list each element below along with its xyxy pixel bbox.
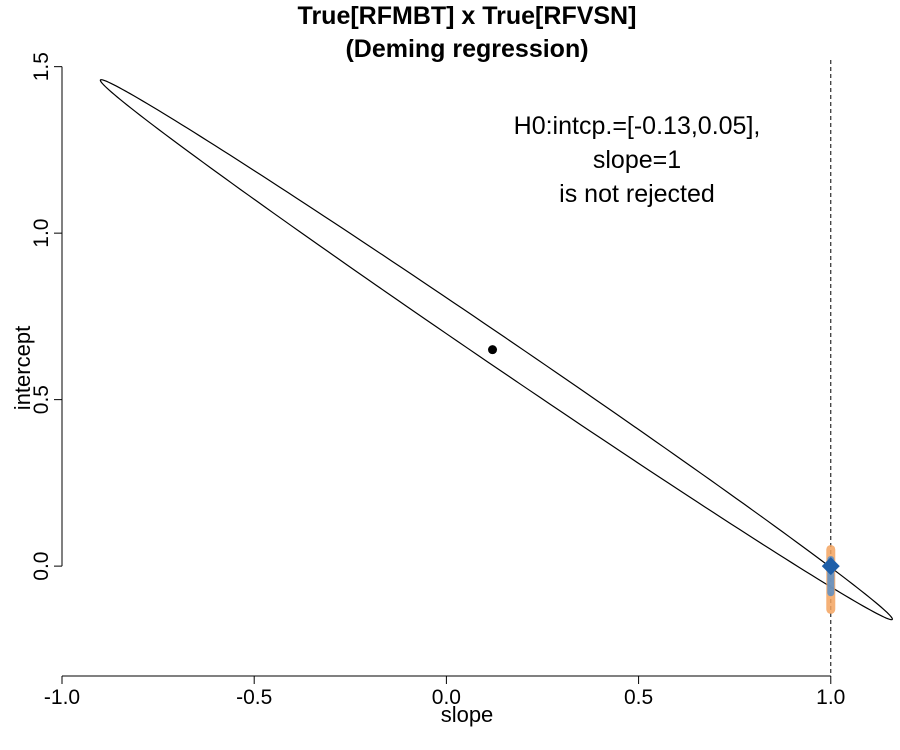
h0-annotation: H0:intcp.=[-0.13,0.05], slope=1 is not r… bbox=[514, 112, 761, 208]
x-tick-label: -1.0 bbox=[44, 686, 80, 709]
annotation-line-1: H0:intcp.=[-0.13,0.05], bbox=[514, 112, 761, 140]
axes: -1.0 -0.5 0.0 0.5 1.0 0.0 0.5 1.0 1.5 bbox=[30, 52, 845, 709]
h0-point-marker bbox=[821, 557, 840, 576]
confidence-ellipse bbox=[99, 79, 893, 621]
x-tick-label: 1.0 bbox=[816, 686, 845, 709]
annotation-line-3: is not rejected bbox=[559, 180, 715, 208]
chart-subtitle: (Deming regression) bbox=[345, 35, 588, 63]
y-tick-label: 1.5 bbox=[30, 52, 53, 81]
plot-area bbox=[99, 60, 893, 676]
y-tick-label: 1.0 bbox=[30, 219, 53, 248]
x-tick-label: 0.5 bbox=[624, 686, 653, 709]
x-axis-label: slope bbox=[441, 702, 494, 727]
annotation-line-2: slope=1 bbox=[593, 146, 681, 174]
y-ticks: 0.0 0.5 1.0 1.5 bbox=[30, 52, 62, 581]
x-ticks: -1.0 -0.5 0.0 0.5 1.0 bbox=[44, 676, 845, 709]
y-axis-label: intercept bbox=[10, 326, 35, 410]
chart-title: True[RFMBT] x True[RFVSN] bbox=[298, 2, 637, 30]
x-tick-label: 0.0 bbox=[432, 686, 461, 709]
y-tick-label: 0.0 bbox=[30, 552, 53, 581]
y-tick-label: 0.5 bbox=[30, 385, 53, 414]
x-tick-label: -0.5 bbox=[236, 686, 272, 709]
estimate-point bbox=[488, 345, 498, 355]
